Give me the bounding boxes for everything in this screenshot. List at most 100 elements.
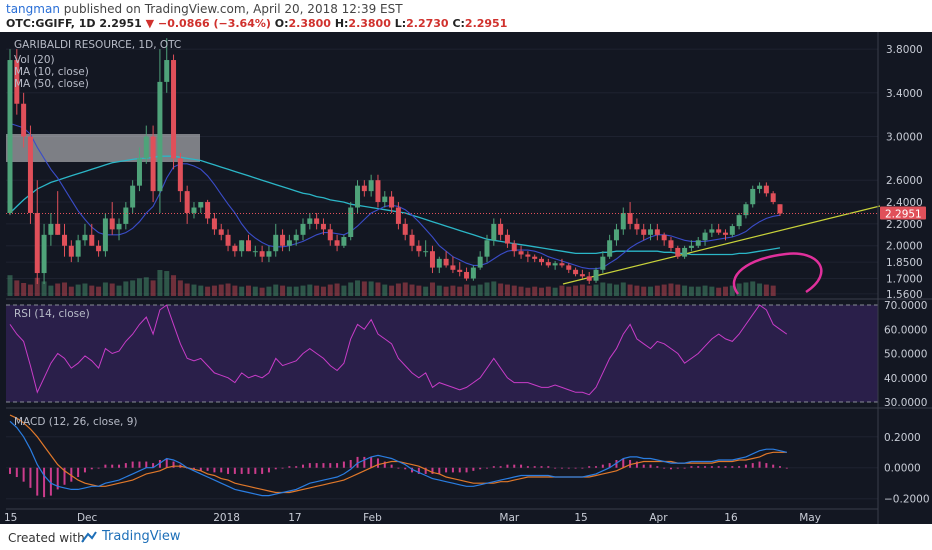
- macd-hist-bar: [485, 467, 488, 469]
- volume-bar: [184, 283, 190, 296]
- macd-hist-bar: [15, 467, 18, 478]
- volume-bar: [123, 281, 129, 296]
- volume-bar: [205, 286, 211, 296]
- candle-body: [416, 245, 422, 252]
- macd-hist-bar: [520, 464, 523, 468]
- macd-hist-bar: [465, 467, 468, 473]
- volume-bar: [239, 286, 245, 296]
- macd-hist-bar: [254, 467, 257, 474]
- open-label: O:: [274, 17, 289, 30]
- volume-bar: [355, 280, 361, 296]
- volume-bar: [21, 283, 27, 296]
- close-value: 2.2951: [464, 17, 508, 30]
- macd-hist-bar: [274, 467, 277, 470]
- created-with-text: Created with: [8, 531, 85, 545]
- macd-hist-bar: [295, 466, 298, 468]
- time-tick-label: 2018: [213, 512, 240, 524]
- candle-body: [245, 240, 251, 252]
- time-tick-label: Apr: [649, 512, 668, 524]
- macd-histogram: [9, 456, 788, 498]
- resistance-zone-box[interactable]: [6, 134, 200, 162]
- volume-bar: [55, 283, 61, 296]
- macd-hist-bar: [220, 467, 223, 473]
- volume-bar: [34, 277, 40, 296]
- volume-bar: [464, 284, 470, 296]
- macd-hist-bar: [710, 466, 713, 468]
- candle-body: [634, 223, 640, 230]
- volume-bar: [627, 284, 633, 296]
- volume-bar: [164, 271, 170, 296]
- rsi-tick-label: 40.0000: [884, 373, 927, 385]
- price-pane[interactable]: GARIBALDI RESOURCE, 1D, OTC Vol (20) MA …: [6, 38, 881, 296]
- chart-canvas[interactable]: GARIBALDI RESOURCE, 1D, OTC Vol (20) MA …: [0, 32, 932, 524]
- volume-bar: [245, 285, 251, 296]
- macd-tick-label: −0.2000: [884, 494, 930, 506]
- candle-body: [211, 218, 217, 230]
- macd-hist-bar: [124, 463, 127, 468]
- candle-body: [116, 223, 122, 230]
- candle-body: [593, 269, 599, 281]
- macd-hist-bar: [615, 460, 618, 468]
- macd-hist-bar: [165, 458, 168, 468]
- macd-pane[interactable]: MACD (12, 26, close, 9): [9, 414, 788, 498]
- rsi-tick-label: 60.0000: [884, 324, 927, 336]
- candle-body: [470, 267, 476, 279]
- macd-hist-bar: [158, 460, 161, 468]
- candle-body: [382, 196, 388, 203]
- candle-body: [41, 234, 47, 274]
- volume-bar: [402, 282, 408, 296]
- candle-body: [375, 180, 381, 203]
- candle-body: [191, 207, 197, 213]
- macd-hist-bar: [445, 467, 448, 473]
- price-axis[interactable]: 3.8000 3.4000 3.0000 2.6000 2.4000 2.2000 2.00…: [886, 44, 923, 301]
- rsi-pane[interactable]: RSI (14, close): [6, 304, 878, 403]
- volume-bar: [341, 285, 347, 296]
- volume-bar: [607, 283, 613, 296]
- candle-body: [143, 136, 149, 159]
- footer: Created with TradingView: [0, 524, 932, 550]
- macd-hist-bar: [704, 466, 707, 468]
- volume-bar: [545, 286, 551, 296]
- macd-hist-bar: [526, 466, 529, 468]
- volume-bar: [675, 284, 681, 296]
- volume-bar: [177, 280, 183, 296]
- volume-bar: [320, 286, 326, 296]
- candle-body: [525, 254, 531, 257]
- macd-hist-bar: [581, 467, 584, 469]
- macd-hist-bar: [642, 464, 645, 468]
- macd-hist-bar: [540, 466, 543, 468]
- candle-body: [532, 256, 538, 259]
- candle-body: [491, 223, 497, 241]
- macd-axis[interactable]: 0.2000 0.0000 −0.2000: [884, 432, 930, 506]
- volume-bar: [525, 287, 531, 296]
- candle-body: [157, 81, 163, 192]
- candle-body: [552, 263, 558, 266]
- price-tick-label: 1.7000: [886, 274, 923, 286]
- macd-hist-bar: [363, 456, 366, 468]
- volume-bar: [770, 285, 776, 296]
- annotation-circle[interactable]: [732, 252, 823, 295]
- time-tick-label: 15: [4, 512, 17, 524]
- volume-bar: [750, 281, 756, 296]
- rsi-axis[interactable]: 70.0000 60.0000 50.0000 40.0000 30.0000: [884, 300, 927, 409]
- volume-bar: [763, 284, 769, 296]
- candle-body: [307, 218, 313, 224]
- macd-hist-bar: [342, 461, 345, 468]
- time-axis[interactable]: 15 Dec 2018 17 Feb Mar 15 Apr 16 May: [4, 512, 821, 524]
- macd-hist-bar: [751, 463, 754, 468]
- tradingview-logo[interactable]: TradingView: [80, 529, 181, 544]
- time-tick-label: Dec: [77, 512, 98, 524]
- macd-hist-bar: [635, 461, 638, 468]
- candle-body: [661, 234, 667, 241]
- macd-hist-bar: [376, 458, 379, 468]
- author-link[interactable]: tangman: [6, 2, 60, 16]
- support-trendline[interactable]: [562, 205, 881, 285]
- price-tick-label: 3.4000: [886, 88, 923, 100]
- macd-hist-bar: [669, 467, 672, 470]
- candle-body: [607, 240, 613, 257]
- volume-bar: [198, 285, 204, 296]
- macd-hist-bar: [560, 467, 563, 469]
- volume-bar: [389, 285, 395, 296]
- macd-hist-bar: [9, 467, 11, 474]
- volume-bar: [620, 282, 626, 296]
